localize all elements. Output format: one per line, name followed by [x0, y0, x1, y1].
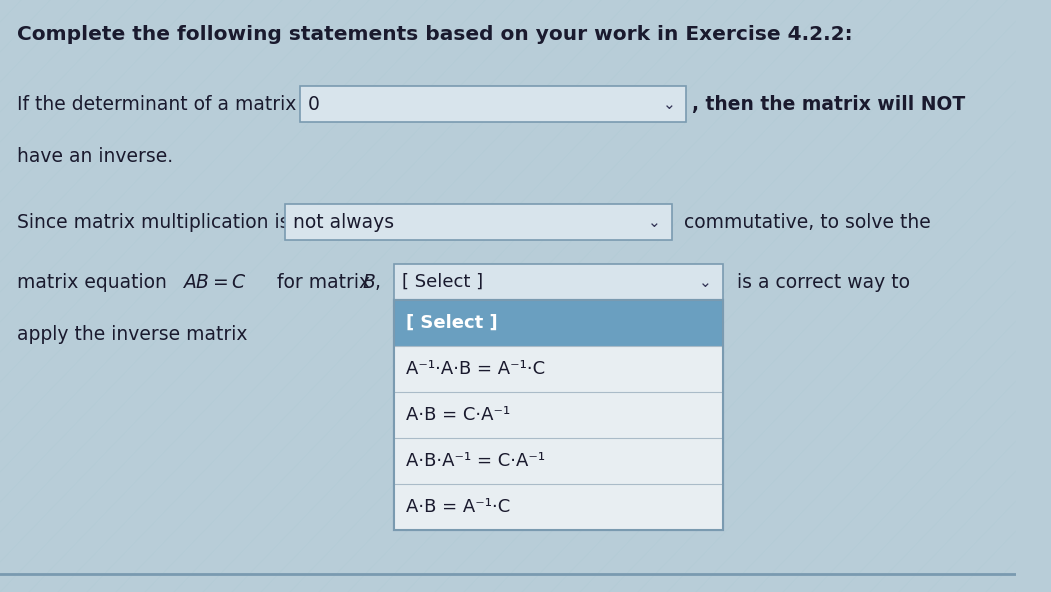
FancyBboxPatch shape [394, 438, 723, 484]
Text: $B,$: $B,$ [363, 272, 382, 292]
FancyBboxPatch shape [394, 346, 723, 392]
Text: 0: 0 [307, 95, 320, 114]
Text: ⌄: ⌄ [648, 214, 661, 230]
Text: , then the matrix will NOT: , then the matrix will NOT [693, 95, 966, 114]
Text: A·B·A⁻¹ = C·A⁻¹: A·B·A⁻¹ = C·A⁻¹ [406, 452, 545, 470]
FancyBboxPatch shape [394, 264, 723, 300]
Text: matrix equation: matrix equation [18, 272, 173, 291]
Text: apply the inverse matrix: apply the inverse matrix [18, 324, 248, 343]
Text: for matrix: for matrix [271, 272, 376, 291]
FancyBboxPatch shape [300, 86, 686, 122]
Text: If the determinant of a matrix is: If the determinant of a matrix is [18, 95, 324, 114]
FancyBboxPatch shape [394, 392, 723, 438]
Text: A·B = A⁻¹·C: A·B = A⁻¹·C [406, 498, 510, 516]
Text: $AB = C$: $AB = C$ [182, 272, 247, 291]
Text: not always: not always [293, 213, 394, 231]
FancyBboxPatch shape [394, 484, 723, 530]
Text: [ Select ]: [ Select ] [406, 314, 497, 332]
Text: Since matrix multiplication is: Since matrix multiplication is [18, 213, 296, 231]
FancyBboxPatch shape [394, 300, 723, 346]
Text: Complete the following statements based on your work in Exercise 4.2.2:: Complete the following statements based … [18, 25, 853, 44]
Text: is a correct way to: is a correct way to [730, 272, 910, 291]
Text: A⁻¹·A·B = A⁻¹·C: A⁻¹·A·B = A⁻¹·C [406, 360, 545, 378]
Text: commutative, to solve the: commutative, to solve the [678, 213, 930, 231]
Text: ⌄: ⌄ [662, 96, 676, 111]
Text: have an inverse.: have an inverse. [18, 146, 173, 166]
FancyBboxPatch shape [285, 204, 672, 240]
Text: [ Select ]: [ Select ] [403, 273, 483, 291]
Text: A·B = C·A⁻¹: A·B = C·A⁻¹ [406, 406, 510, 424]
Text: ⌄: ⌄ [699, 275, 712, 289]
FancyBboxPatch shape [394, 300, 723, 530]
